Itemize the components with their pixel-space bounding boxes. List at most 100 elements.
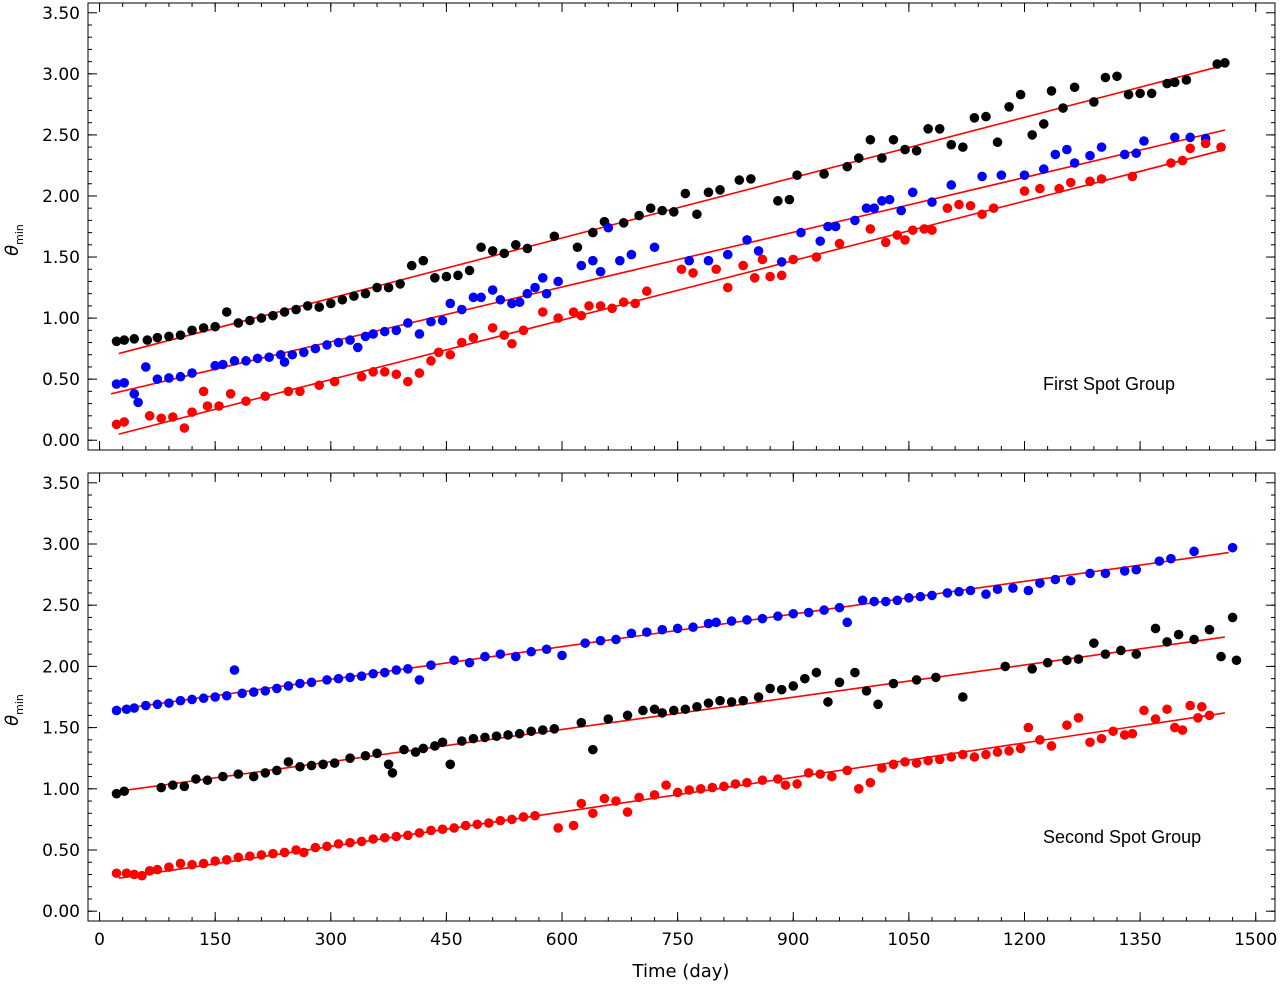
bottom-axes: 0.00 0.50 1.00 1.50 2.00 2.50 3.00 3.50 0 150 300 4… [42,473,1277,950]
top-data-point [603,222,614,233]
top-data-point [111,379,122,389]
bottom-ytick-label: 2.00 [42,657,80,677]
bottom-data-point [703,698,714,708]
bottom-xtick-label: 150 [199,930,231,950]
top-data-point [792,170,802,181]
bottom-data-point [1108,726,1118,737]
top-data-point [1200,138,1211,149]
bottom-data-point [141,700,151,711]
bottom-data-point [1166,553,1176,564]
top-data-point [1146,88,1157,99]
bottom-data-point [865,777,876,788]
bottom-data-point [229,665,240,675]
bottom-data-point [857,595,868,606]
bottom-data-point [1065,575,1076,586]
top-data-point [221,307,232,317]
bottom-data-point [1008,583,1018,593]
bottom-data-point [1169,722,1180,733]
bottom-data-point [811,667,822,678]
bottom-data-point [495,649,506,659]
bottom-data-point [310,842,321,853]
top-data-point [260,391,271,402]
top-data-point [900,144,910,155]
top-data-point [877,153,887,163]
bottom-xtick-label: 1500 [1234,930,1277,950]
bottom-data-point [965,585,976,596]
bottom-data-point [360,750,371,761]
top-data-point [776,270,787,281]
top-data-point [522,243,533,254]
bottom-data-point [927,590,937,601]
bottom-data-point [649,704,660,715]
top-data-point [430,272,440,283]
bottom-data-point [111,705,122,716]
bottom-data-point [322,841,332,852]
bottom-data-point [827,771,837,782]
top-data-point [595,301,606,311]
top-data-point [907,187,918,198]
top-data-point [676,264,687,275]
bottom-data-point [588,808,598,819]
bottom-data-point [588,744,598,755]
bottom-data-point [418,743,429,754]
top-data-point [499,330,510,340]
top-data-point [549,231,560,242]
bottom-data-point [426,660,436,670]
top-data-point [773,196,783,206]
bottom-data-point [1131,564,1142,575]
bottom-data-point [480,732,490,743]
top-data-point [530,282,540,293]
bottom-data-point [372,748,382,759]
bottom-data-point [175,858,186,869]
bottom-data-point [880,596,891,607]
top-data-point [437,315,448,326]
bottom-data-point [283,757,294,767]
bottom-data-point [757,613,768,624]
bottom-data-point [1085,737,1095,748]
top-data-point [958,142,968,152]
bottom-data-point [692,701,702,712]
bottom-xtick-label: 0 [94,930,105,950]
top-data-point [880,237,891,248]
top-data-point [445,298,456,309]
top-data-point [1038,164,1049,174]
bottom-data-point [1193,713,1203,723]
top-data-point [314,380,325,391]
bottom-data-point [510,651,521,662]
top-data-point [111,419,122,430]
top-data-point [391,325,402,336]
top-data-point [746,174,756,184]
top-data-point [692,209,702,220]
top-data-point [615,255,625,266]
top-data-point [1050,149,1061,160]
top-data-point [299,347,309,358]
bottom-data-point [437,737,448,748]
bottom-data-point [198,693,209,704]
bottom-data-point [480,651,490,662]
top-data-point [156,413,167,424]
top-data-point [969,113,980,123]
top-data-point [383,282,394,293]
bottom-data-point [1216,651,1226,662]
top-data-point [618,218,629,228]
top-ytick-label: 2.50 [42,126,80,146]
top-data-point [753,246,764,256]
top-data-point [992,137,1003,148]
top-data-point [877,196,887,206]
top-data-point [742,235,752,245]
bottom-data-point [295,761,305,772]
bottom-data-point [1173,629,1184,640]
bottom-data-point [622,807,633,817]
bottom-data-point [306,677,317,688]
bottom-data-point [152,864,163,875]
top-data-point [144,411,155,421]
top-data-point [684,255,695,266]
top-data-point [345,335,355,345]
bottom-data-point [626,628,637,639]
bottom-data-point [306,760,317,771]
top-data-point [1065,177,1076,188]
top-data-point [229,356,240,366]
bottom-data-point [1089,638,1099,648]
top-data-point [734,175,745,185]
top-data-point [507,298,517,309]
